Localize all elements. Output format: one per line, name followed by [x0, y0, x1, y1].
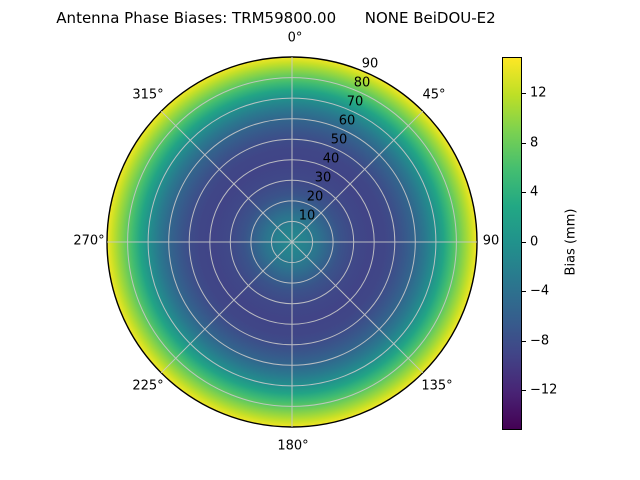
r-label-10: 10 — [298, 208, 316, 224]
colorbar-tick-label-12: 12 — [530, 85, 547, 101]
r-label-80: 80 — [353, 75, 371, 91]
theta-label-90: 90 — [482, 233, 500, 249]
colorbar-tick-label-n12: −12 — [530, 382, 558, 398]
colorbar-tick-label-n8: −8 — [530, 333, 550, 349]
theta-label-45: 45° — [422, 87, 446, 103]
colorbar-tick-mark — [522, 242, 526, 243]
colorbar-tick-label-0: 0 — [530, 234, 539, 250]
r-label-30: 30 — [314, 170, 332, 186]
theta-label-135: 135° — [421, 378, 453, 394]
theta-label-0: 0° — [287, 30, 303, 46]
chart-title: Antenna Phase Biases: TRM59800.00 NONE B… — [56, 9, 496, 27]
polar-grid-spoke — [160, 110, 424, 374]
colorbar-tick-mark — [522, 93, 526, 94]
theta-label-315: 315° — [132, 87, 164, 103]
polar-grid — [107, 57, 477, 427]
colorbar-tick-label-n4: −4 — [530, 283, 550, 299]
r-label-70: 70 — [346, 94, 364, 110]
colorbar-tick-mark — [522, 143, 526, 144]
colorbar-tick-mark — [522, 341, 526, 342]
colorbar-tick-label-4: 4 — [530, 184, 539, 200]
r-label-50: 50 — [330, 132, 348, 148]
r-label-90: 90 — [361, 56, 379, 72]
colorbar-tick-mark — [522, 291, 526, 292]
r-label-60: 60 — [338, 113, 356, 129]
colorbar-tick-label-8: 8 — [530, 135, 539, 151]
theta-label-225: 225° — [132, 378, 164, 394]
colorbar — [502, 57, 522, 430]
colorbar-tick-mark — [522, 192, 526, 193]
colorbar-tick-mark — [522, 390, 526, 391]
colorbar-axis-label: Bias (mm) — [563, 208, 579, 276]
r-label-40: 40 — [322, 151, 340, 167]
theta-label-180: 180° — [277, 438, 309, 454]
r-label-20: 20 — [306, 189, 324, 205]
theta-label-270: 270° — [73, 233, 105, 249]
